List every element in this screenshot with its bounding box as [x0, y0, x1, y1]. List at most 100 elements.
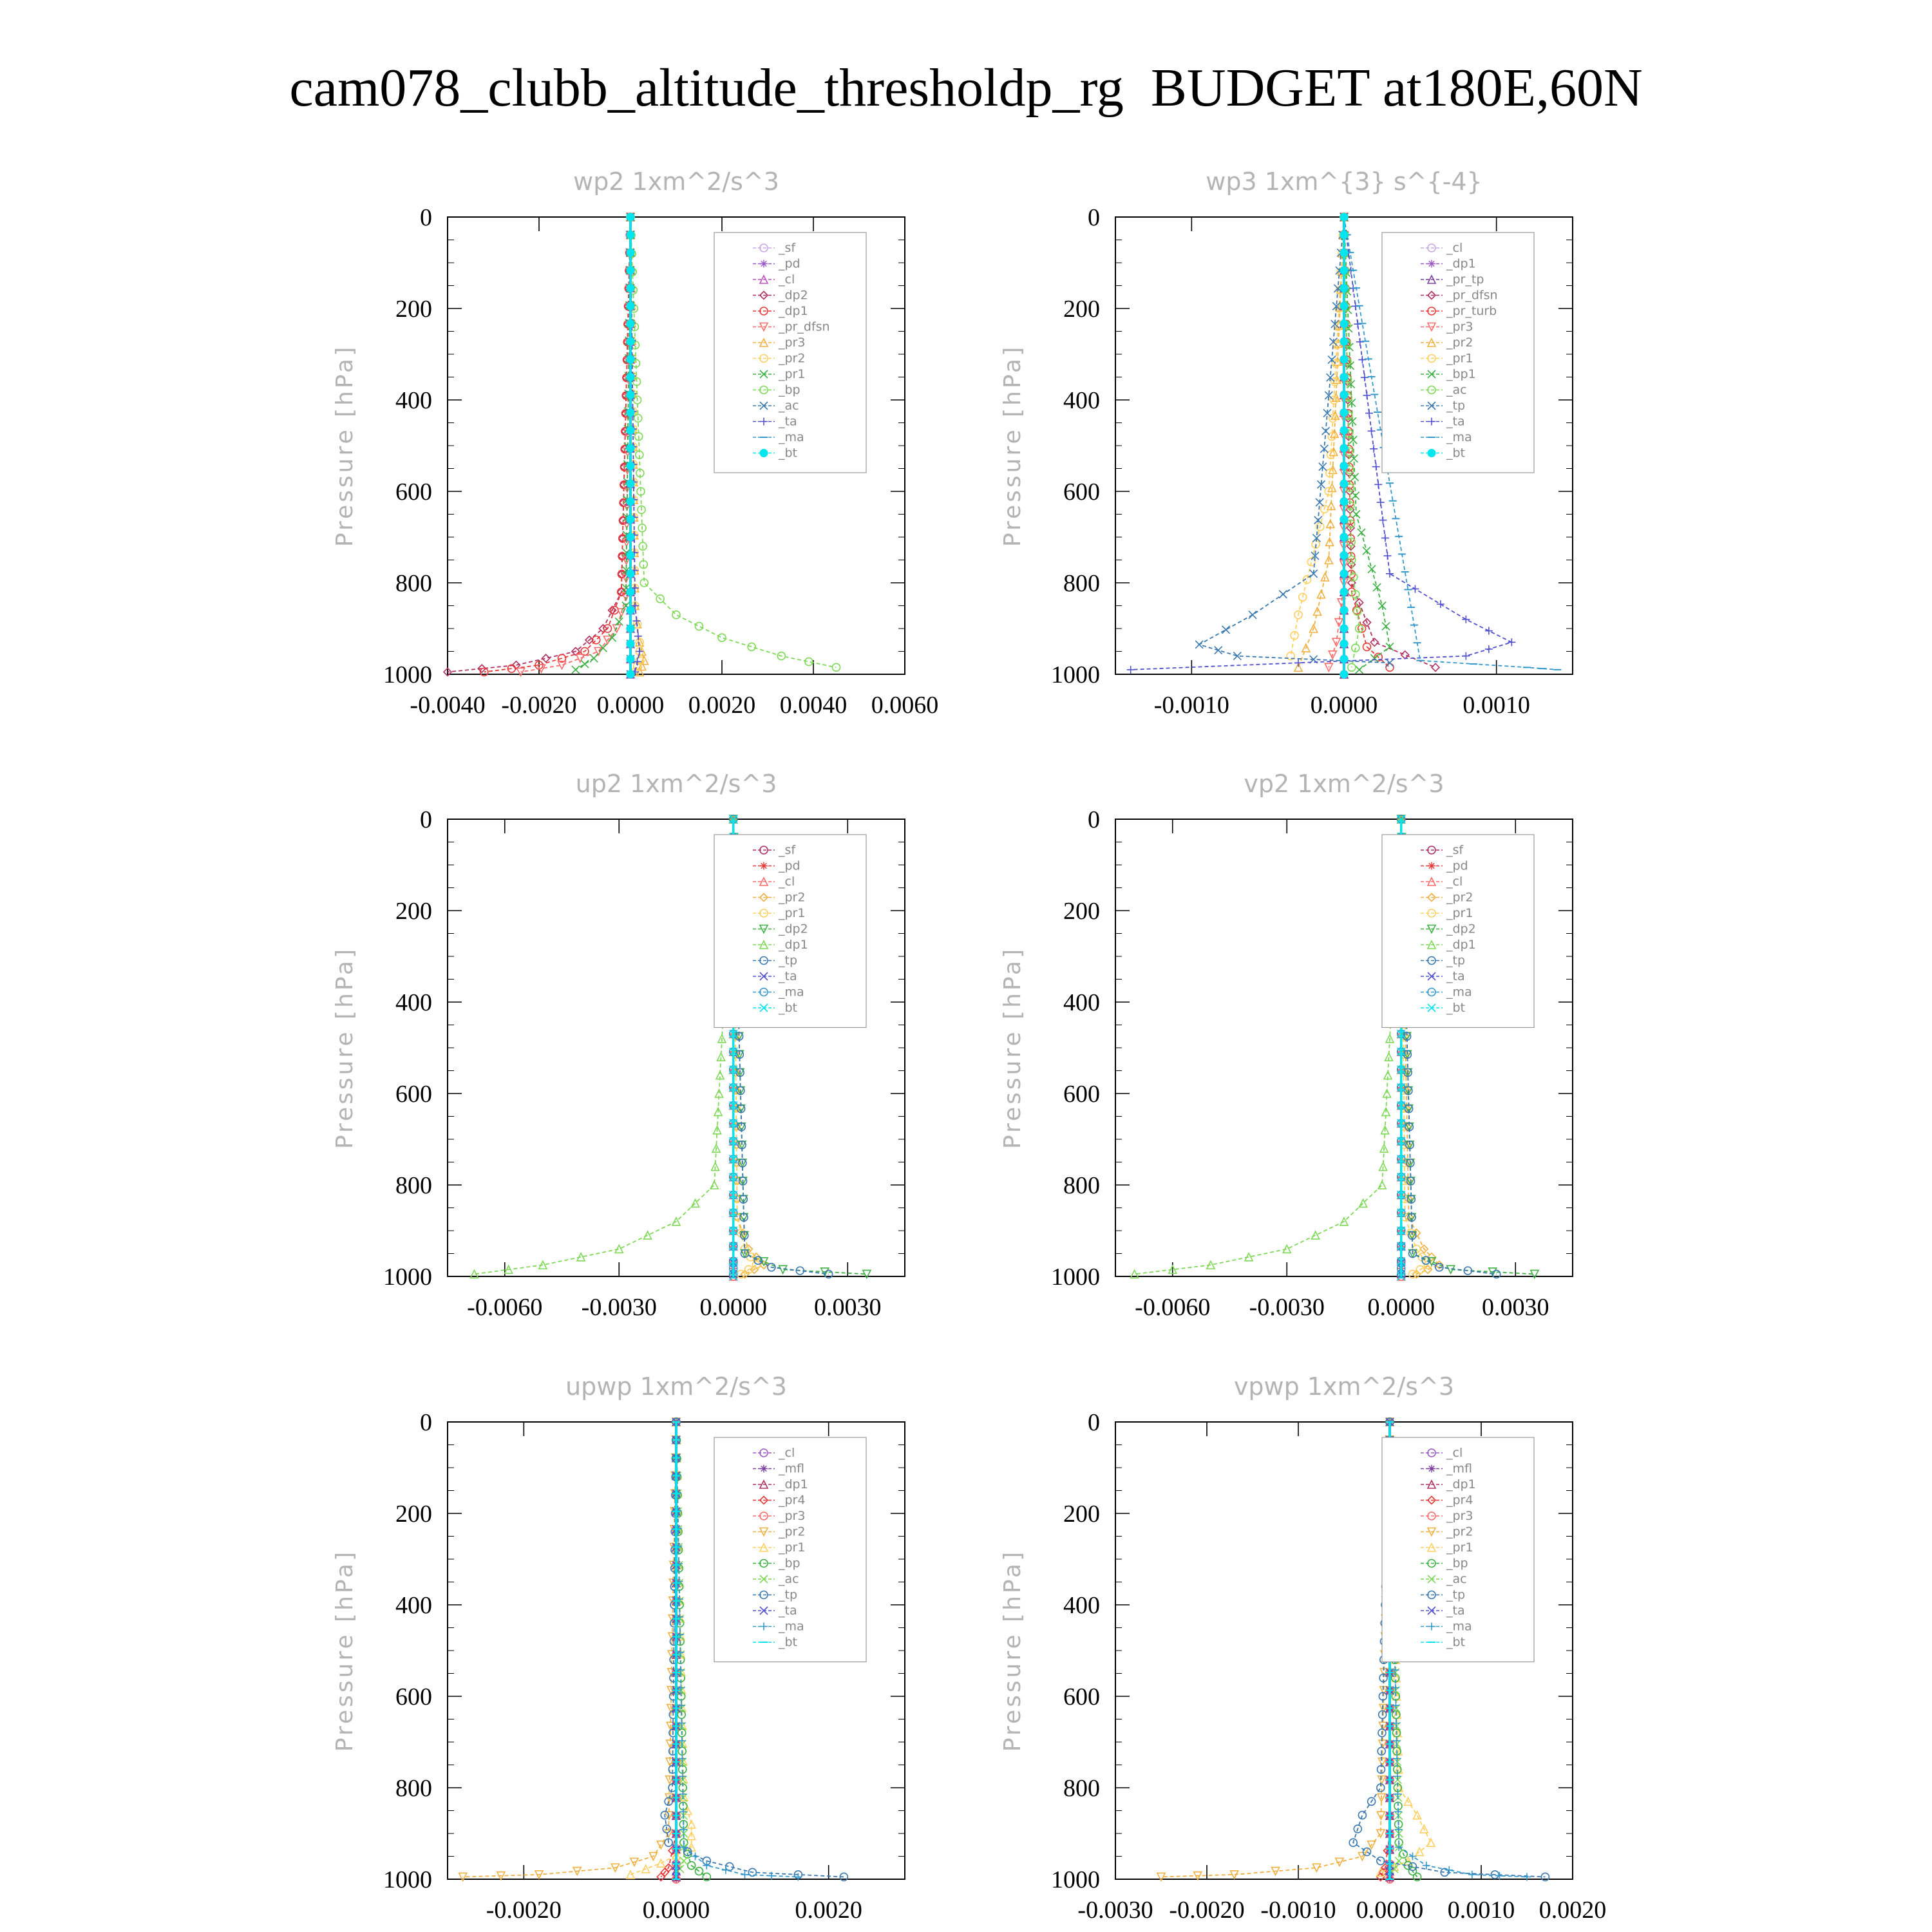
- legend-marker: [1428, 862, 1435, 870]
- legend-label: _pr_tp: [1446, 272, 1484, 287]
- data-point: [729, 1137, 738, 1146]
- data-point: [729, 1065, 738, 1074]
- y-axis-label: Pressure [hPa]: [332, 947, 358, 1149]
- legend-label: _ac: [778, 399, 799, 413]
- legend-label: _pr3: [778, 336, 805, 350]
- data-point: [679, 1825, 688, 1833]
- legend-label: _bp: [1446, 1557, 1468, 1571]
- data-point: [598, 643, 607, 652]
- data-point: [1445, 1866, 1454, 1874]
- data-point: [1397, 1083, 1406, 1092]
- data-point: [1367, 565, 1376, 574]
- series-line: [520, 216, 631, 673]
- data-point: [741, 1870, 749, 1879]
- data-point: [575, 654, 585, 663]
- data-point: [1397, 1256, 1406, 1265]
- y-tick-label: 400: [395, 387, 432, 414]
- legend-marker: [759, 449, 768, 457]
- data-point: [677, 1701, 685, 1710]
- data-point: [1340, 515, 1349, 524]
- data-point: [1294, 659, 1302, 667]
- legend-marker: [759, 893, 769, 902]
- data-point: [1381, 534, 1389, 542]
- data-point: [1331, 410, 1340, 421]
- legend-marker: [1427, 1003, 1436, 1012]
- data-point: [729, 1173, 738, 1182]
- data-point: [1327, 431, 1336, 441]
- data-point: [709, 1180, 719, 1189]
- data-point: [636, 487, 645, 496]
- legend-marker: [759, 1590, 768, 1600]
- panel-wp2: wp2 1xm^2/s^3 Pressure [hPa] 0 200 400 600 800…: [332, 167, 938, 719]
- legend-marker: [759, 846, 768, 855]
- data-point: [1367, 427, 1376, 435]
- data-point: [738, 1177, 748, 1186]
- data-point: [1380, 1863, 1390, 1873]
- data-point: [1316, 480, 1326, 489]
- legend-marker: [759, 1542, 769, 1552]
- data-point: [589, 654, 598, 663]
- data-point: [631, 601, 639, 610]
- legend-marker: [1427, 846, 1436, 855]
- y-tick-label: 1000: [383, 1866, 432, 1893]
- data-point: [711, 1143, 721, 1153]
- panel-vpwp: vpwp 1xm^2/s^3 Pressure [hPa] 0 200 400 600 80…: [999, 1372, 1606, 1924]
- data-point: [649, 1852, 658, 1862]
- data-point: [729, 1155, 738, 1164]
- data-point: [1324, 554, 1334, 565]
- x-tick-label: 0.0010: [1448, 1897, 1515, 1924]
- legend-label: _cl: [778, 1446, 795, 1460]
- data-point: [1331, 377, 1340, 386]
- data-point: [804, 657, 813, 667]
- data-point: [1349, 1838, 1358, 1847]
- data-point: [1206, 1260, 1216, 1270]
- data-point: [1376, 498, 1385, 507]
- data-point: [1408, 1269, 1417, 1279]
- data-point: [616, 587, 626, 597]
- data-point: [665, 1757, 675, 1767]
- legend-label: _tp: [778, 1588, 797, 1602]
- legend-marker: [759, 401, 768, 410]
- series-line: [1400, 819, 1441, 1275]
- data-point: [678, 1754, 687, 1763]
- data-point: [820, 1267, 830, 1277]
- legend-label: _pd: [778, 859, 800, 873]
- legend-marker: [1426, 1542, 1437, 1552]
- legend-marker: [759, 1511, 768, 1520]
- x-tick-label: 0.0020: [688, 692, 756, 719]
- legend-label: _pr2: [778, 1525, 805, 1539]
- data-point: [626, 301, 635, 310]
- data-point: [635, 638, 645, 647]
- data-point: [626, 587, 635, 596]
- data-point: [633, 413, 643, 423]
- data-point: [572, 1866, 582, 1877]
- data-point: [738, 1159, 747, 1168]
- legend-marker: [759, 1606, 768, 1615]
- data-point: [1394, 1825, 1403, 1833]
- data-point: [511, 660, 521, 670]
- data-point: [630, 584, 639, 592]
- data-point: [1484, 645, 1493, 653]
- legend-label: _ma: [778, 1620, 804, 1634]
- data-point: [1530, 1269, 1540, 1280]
- data-point: [637, 661, 647, 671]
- x-tick-label: 0.0020: [795, 1897, 862, 1924]
- x-tick-label: -0.0010: [1154, 692, 1229, 719]
- data-point: [1324, 663, 1334, 673]
- data-point: [1343, 431, 1354, 441]
- legend-marker: [759, 337, 769, 347]
- data-point: [1327, 650, 1338, 660]
- data-point: [759, 1260, 769, 1270]
- data-point: [862, 1269, 872, 1280]
- data-point: [672, 610, 681, 620]
- data-point: [626, 654, 635, 663]
- data-point: [777, 651, 786, 661]
- data-point: [656, 594, 665, 603]
- legend-label: _pr1: [1446, 906, 1473, 920]
- data-point: [1362, 546, 1371, 555]
- legend-label: _pr1: [1446, 1540, 1473, 1555]
- data-point: [614, 1244, 624, 1254]
- y-tick-label: 0: [1088, 204, 1100, 231]
- data-point: [626, 248, 635, 257]
- data-point: [1403, 1796, 1413, 1806]
